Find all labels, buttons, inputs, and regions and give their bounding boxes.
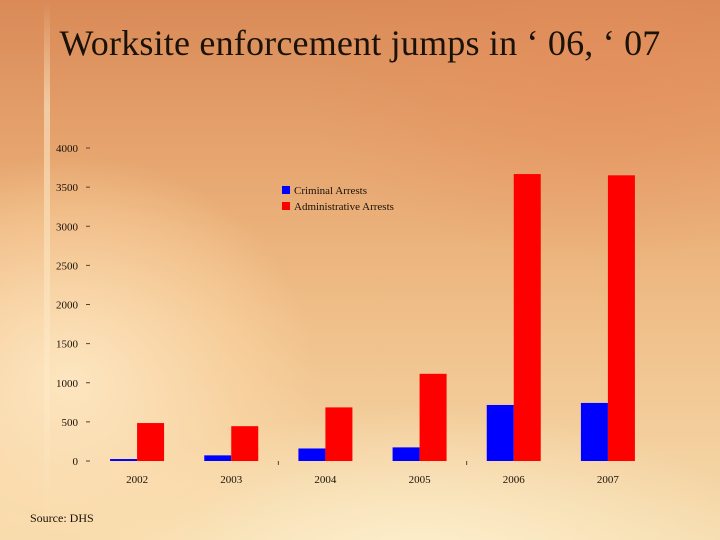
administrative-arrests-bar	[325, 407, 353, 461]
criminal-arrests-bar	[392, 447, 420, 461]
administrative-arrests-bar	[607, 175, 635, 461]
y-tick-label: 0	[73, 456, 79, 468]
criminal-arrests-bar	[204, 455, 232, 461]
y-tick-label: 4000	[56, 143, 79, 155]
legend-swatch	[282, 186, 290, 194]
x-tick-label: 2004	[314, 474, 337, 486]
y-tick-label: 1000	[56, 378, 79, 390]
background-streak	[44, 0, 50, 540]
legend-label: Administrative Arrests	[294, 201, 394, 213]
slide-title: Worksite enforcement jumps in ‘ 06, ‘ 07	[59, 23, 661, 63]
source-note: Source: DHS	[30, 511, 94, 525]
y-tick-label: 3500	[56, 182, 79, 194]
legend-label: Criminal Arrests	[294, 185, 367, 197]
y-tick-label: 2000	[56, 300, 79, 312]
criminal-arrests-bar	[486, 404, 514, 461]
administrative-arrests-bar	[513, 174, 541, 461]
x-tick-label: 2003	[220, 474, 243, 486]
x-tick-label: 2007	[597, 474, 620, 486]
y-tick-label: 500	[62, 417, 79, 429]
criminal-arrests-bar	[580, 402, 608, 461]
criminal-arrests-bar	[110, 459, 138, 461]
legend-swatch	[282, 202, 290, 210]
y-tick-label: 2500	[56, 260, 79, 272]
x-tick-label: 2002	[126, 474, 148, 486]
y-tick-label: 1500	[56, 339, 79, 351]
criminal-arrests-bar	[298, 448, 326, 461]
x-tick-label: 2006	[503, 474, 526, 486]
x-tick-label: 2005	[409, 474, 432, 486]
administrative-arrests-bar	[231, 426, 259, 461]
administrative-arrests-bar	[419, 373, 447, 461]
administrative-arrests-bar	[137, 423, 165, 461]
y-tick-label: 3000	[56, 221, 79, 233]
